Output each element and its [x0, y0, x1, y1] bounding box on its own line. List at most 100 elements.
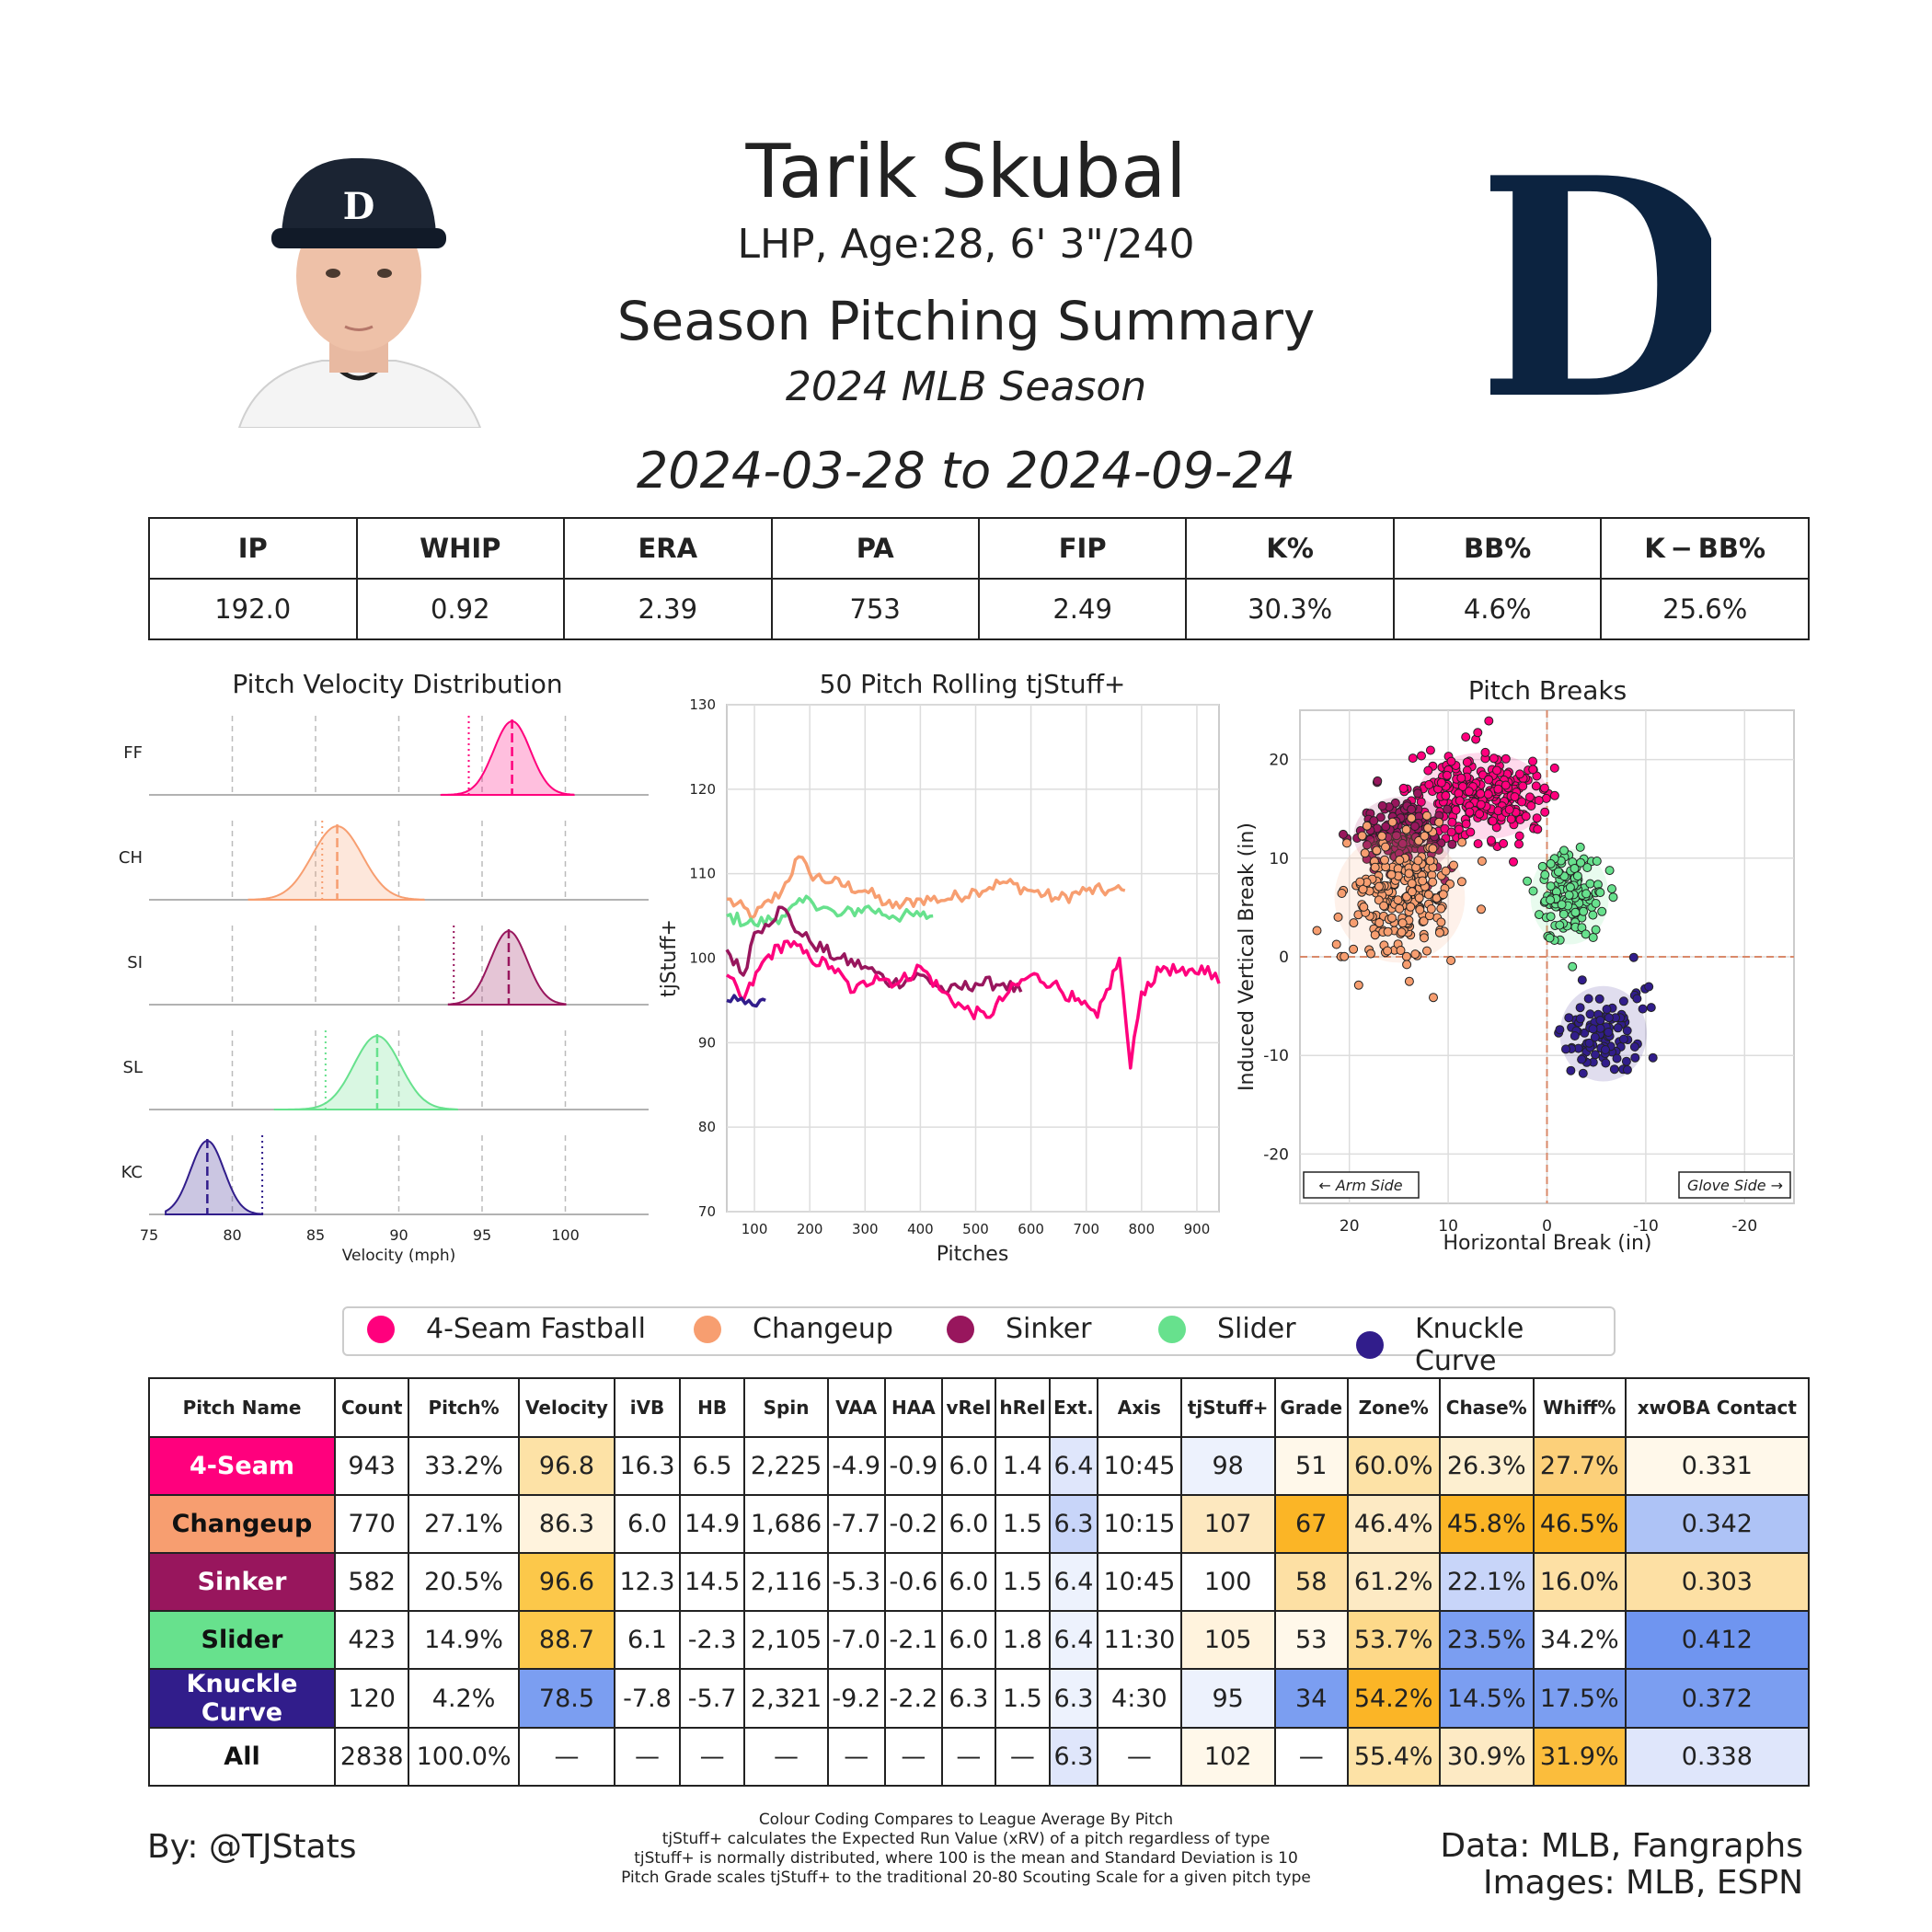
- table-cell: 0.331: [1624, 1436, 1811, 1496]
- pitch-point: [1339, 829, 1348, 839]
- pitch-point: [1575, 1003, 1585, 1013]
- pitch-point: [1577, 1054, 1587, 1064]
- pitch-point: [1353, 980, 1363, 990]
- table-cell: 45.8%: [1438, 1494, 1535, 1554]
- pitch-point: [1486, 835, 1496, 845]
- pitch-point: [1413, 856, 1423, 866]
- x-tick-label: 800: [1129, 1221, 1156, 1237]
- pitch-point: [1417, 751, 1426, 761]
- table-cell: -0.9: [883, 1436, 943, 1496]
- table-cell: 1.5: [994, 1552, 1051, 1612]
- table-cell: —: [743, 1727, 829, 1787]
- data-source: Data: MLB, Fangraphs: [1440, 1827, 1803, 1865]
- pitch-point: [1559, 845, 1569, 856]
- table-cell: 6.4: [1048, 1552, 1098, 1612]
- pitch-point: [1362, 840, 1372, 850]
- table-cell: 96.8: [517, 1436, 616, 1496]
- pitch-point: [1534, 796, 1544, 805]
- density-area: [440, 719, 575, 796]
- table-row: Slider 423 14.9% 88.7 6.1 -2.3 2,105 -7.0 -2.1 6.…: [148, 1610, 1811, 1670]
- pitch-point: [1379, 901, 1389, 911]
- pitch-point: [1436, 903, 1446, 914]
- table-header: Pitch%: [408, 1377, 520, 1438]
- pitch-name-cell: 4-Seam: [148, 1436, 336, 1496]
- pitch-point: [1473, 728, 1483, 738]
- legend-item: Slider: [1158, 1313, 1296, 1345]
- table-cell: 31.9%: [1532, 1727, 1627, 1787]
- table-cell: 14.5: [678, 1552, 746, 1612]
- y-tick-label: 120: [689, 781, 716, 798]
- x-tick-label: -20: [1731, 1217, 1757, 1236]
- pitch-point: [1456, 877, 1466, 887]
- density-area: [447, 929, 567, 1006]
- table-cell: 46.5%: [1532, 1494, 1627, 1554]
- table-cell: 120: [333, 1668, 410, 1729]
- pitch-point: [1480, 747, 1490, 757]
- table-cell: 2,116: [743, 1552, 829, 1612]
- table-header: iVB: [614, 1377, 681, 1438]
- pitch-point: [1484, 716, 1494, 726]
- pitch-point: [1475, 809, 1485, 819]
- table-cell: 6.3: [1048, 1494, 1098, 1554]
- pitch-point: [1429, 993, 1438, 1003]
- pitch-point: [1370, 862, 1380, 872]
- table-cell: -2.2: [883, 1668, 943, 1729]
- pitch-name-cell: All: [148, 1727, 336, 1787]
- table-cell: 34: [1273, 1668, 1349, 1729]
- x-tick-label: 80: [223, 1226, 241, 1244]
- chart-title: Pitch Velocity Distribution: [232, 669, 562, 699]
- table-cell: 54.2%: [1346, 1668, 1441, 1729]
- pitch-legend: 4-Seam Fastball Changeup Sinker Slider Knuck…: [342, 1306, 1616, 1377]
- table-cell: 1.4: [994, 1436, 1051, 1496]
- y-tick-label: 0: [1279, 949, 1289, 967]
- pitch-point: [1465, 807, 1475, 817]
- table-row: All 2838 100.0% — — — — — — — —6.3—102—55.4% 30.9% 3…: [148, 1727, 1811, 1787]
- pitch-point: [1572, 871, 1582, 881]
- pitch-point: [1386, 869, 1397, 880]
- pitch-point: [1397, 927, 1407, 937]
- team-logo-letter: D: [1490, 147, 1711, 423]
- player-name: Tarik Skubal: [745, 129, 1187, 214]
- table-cell: 1.5: [994, 1668, 1051, 1729]
- pitch-point: [1628, 952, 1639, 962]
- legend-item: Knuckle Curve: [1356, 1313, 1614, 1377]
- x-tick-label: 85: [306, 1226, 325, 1244]
- pitch-point: [1407, 804, 1417, 814]
- y-axis-label: tjStuff+: [658, 919, 681, 997]
- table-cell: —: [614, 1727, 681, 1787]
- pitch-point: [1410, 822, 1420, 832]
- table-cell: 10:45: [1096, 1552, 1182, 1612]
- pitch-point: [1521, 811, 1531, 822]
- table-cell: 53: [1273, 1610, 1349, 1670]
- pitch-point: [1425, 856, 1435, 866]
- pitch-point: [1564, 1013, 1574, 1023]
- table-cell: 6.0: [940, 1552, 996, 1612]
- pitch-point: [1423, 765, 1433, 776]
- legend-marker: [367, 1315, 395, 1343]
- pitch-point: [1447, 817, 1457, 827]
- pitch-point: [1557, 900, 1567, 910]
- table-cell: 6.0: [940, 1436, 996, 1496]
- pitch-point: [1380, 855, 1389, 865]
- table-cell: 27.7%: [1532, 1436, 1627, 1496]
- table-cell: 16.3: [614, 1436, 681, 1496]
- pitch-point: [1604, 1013, 1614, 1023]
- stat-value: 192.0: [148, 578, 358, 640]
- pitch-point: [1565, 882, 1575, 892]
- pitch-point: [1466, 827, 1476, 837]
- x-tick-label: 100: [742, 1221, 768, 1237]
- pitch-point: [1374, 881, 1384, 891]
- glove-side-annotation: Glove Side →: [1678, 1171, 1791, 1199]
- pitch-point: [1595, 1016, 1605, 1026]
- pitch-point: [1579, 906, 1589, 916]
- pitch-point: [1546, 881, 1556, 891]
- x-tick-label: 900: [1184, 1221, 1211, 1237]
- player-headshot: D: [221, 147, 497, 429]
- y-tick-label: 80: [698, 1119, 716, 1135]
- pitch-point: [1407, 887, 1417, 897]
- pitch-point: [1618, 996, 1628, 1006]
- pitch-point: [1421, 811, 1432, 821]
- pitch-point: [1446, 756, 1456, 766]
- x-axis-label: Pitches: [937, 1243, 1009, 1266]
- table-header: vRel: [940, 1377, 996, 1438]
